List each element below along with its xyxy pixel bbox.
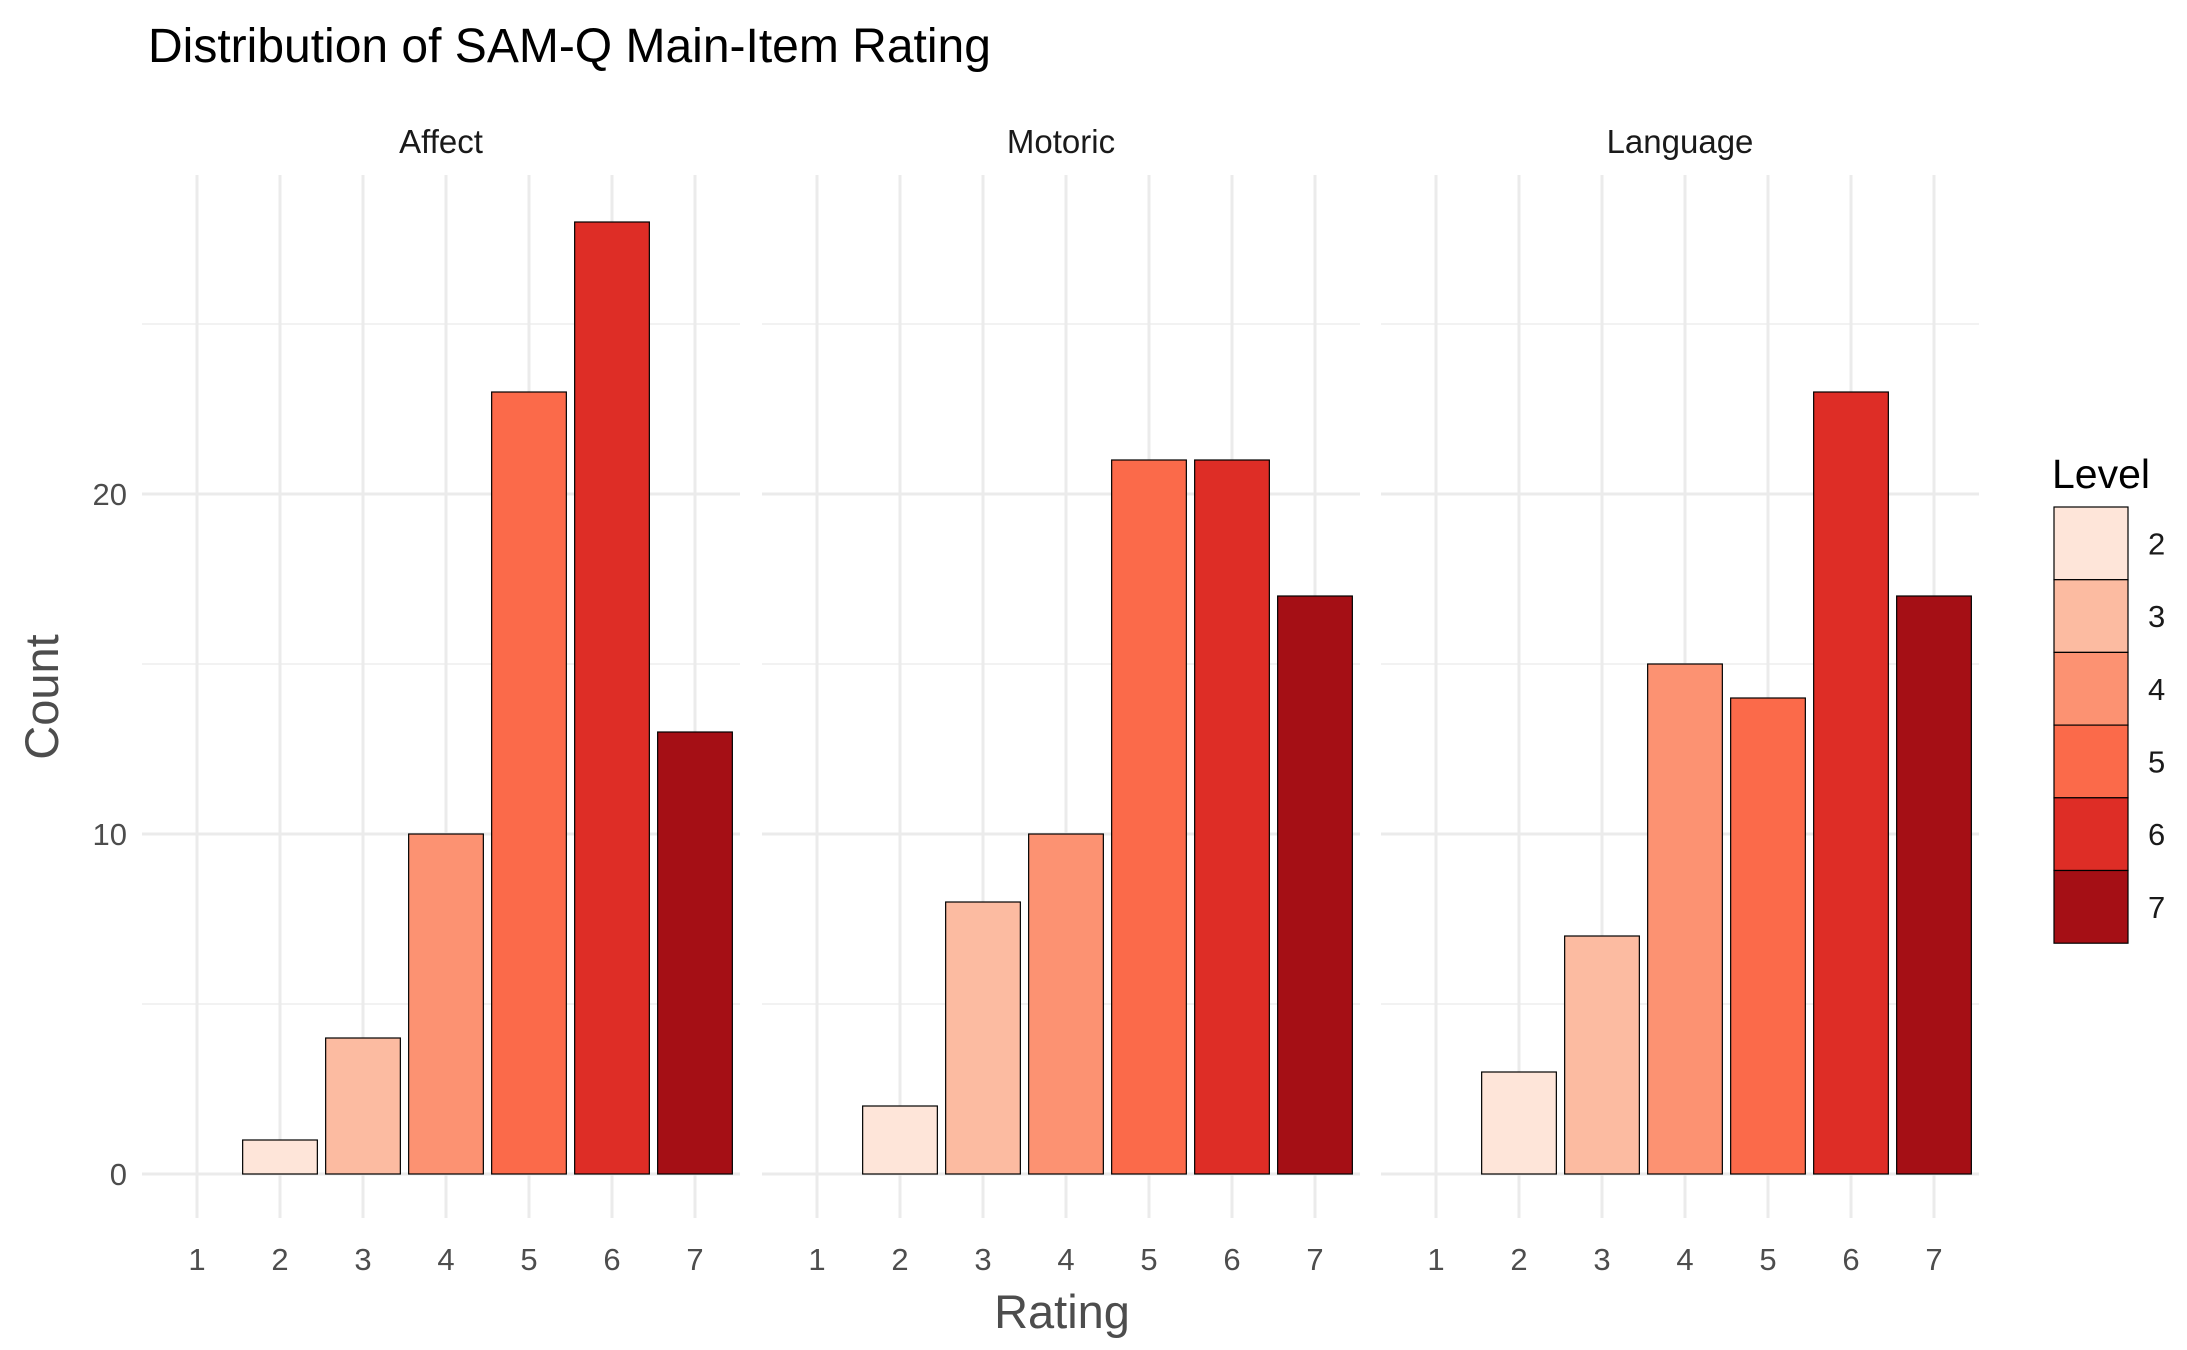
x-tick-label: 7 [1925,1242,1942,1277]
bar-language-rating-4 [1647,663,1723,1175]
bar-motoric-rating-2 [862,1105,938,1175]
legend-label: 7 [2148,890,2165,925]
bar-motoric-rating-4 [1028,833,1104,1175]
chart-title: Distribution of SAM-Q Main-Item Rating [148,20,991,73]
x-tick-label: 6 [1842,1242,1859,1277]
x-tick-label: 3 [354,1242,371,1277]
bar-motoric-rating-5 [1111,459,1187,1175]
legend-key-6 [2053,797,2129,872]
bar-language-rating-6 [1813,391,1889,1175]
bar-affect-rating-4 [408,833,484,1175]
x-tick-label: 1 [188,1242,205,1277]
y-tick-label: 20 [93,477,127,512]
panel-affect: Affect 1 2 3 4 5 6 7 [142,123,740,1277]
legend-key-3 [2053,579,2129,654]
x-tick-label: 5 [520,1242,537,1277]
x-tick-label: 4 [1676,1242,1693,1277]
facet-label: Affect [399,123,483,160]
legend-title: Level [2052,451,2150,497]
x-tick-label: 2 [1510,1242,1527,1277]
legend-label: 5 [2148,744,2165,779]
bar-affect-rating-5 [491,391,567,1175]
x-tick-label: 6 [1223,1242,1240,1277]
x-tick-label: 6 [603,1242,620,1277]
x-tick-label: 4 [437,1242,454,1277]
facet-label: Language [1607,123,1754,160]
bar-language-rating-5 [1730,697,1806,1175]
bar-language-rating-2 [1481,1071,1557,1175]
x-tick-label: 3 [974,1242,991,1277]
facet-panels: Affect 1 2 3 4 5 6 7 Motoric 1 2 3 4 5 6 7 Language 1 2 3 4 5… [93,123,1979,1277]
legend-key-7 [2053,869,2129,944]
x-tick-label: 2 [891,1242,908,1277]
y-tick-label: 10 [93,817,127,852]
x-tick-label: 2 [271,1242,288,1277]
x-tick-label: 4 [1057,1242,1074,1277]
x-tick-label: 7 [686,1242,703,1277]
bar-affect-rating-3 [325,1037,401,1175]
bar-language-rating-7 [1896,595,1972,1175]
legend-key-5 [2053,724,2129,799]
legend-label: 2 [2148,526,2165,561]
x-tick-label: 3 [1593,1242,1610,1277]
bar-language-rating-3 [1564,935,1640,1175]
bar-affect-rating-6 [574,221,650,1175]
legend-key-2 [2053,506,2129,581]
facet-label: Motoric [1007,123,1115,160]
legend-label: 3 [2148,599,2165,634]
y-axis-title: Count [15,634,68,759]
x-tick-label: 7 [1306,1242,1323,1277]
bar-motoric-rating-3 [945,901,1021,1175]
x-axis-title: Rating [994,1285,1130,1338]
y-tick-label: 0 [110,1157,127,1192]
bar-motoric-rating-6 [1194,459,1270,1175]
legend-key-4 [2053,651,2129,726]
x-tick-label: 1 [808,1242,825,1277]
legend: Level 2 3 4 5 6 7 [2052,451,2165,944]
bar-affect-rating-7 [657,731,733,1175]
panel-language: Language 1 2 3 4 5 6 7 [1381,123,1979,1277]
bar-affect-rating-2 [242,1139,318,1175]
panel-motoric: Motoric 1 2 3 4 5 6 7 [762,123,1360,1277]
bar-motoric-rating-7 [1277,595,1353,1175]
legend-label: 6 [2148,817,2165,852]
x-tick-label: 5 [1140,1242,1157,1277]
x-tick-label: 5 [1759,1242,1776,1277]
legend-label: 4 [2148,672,2165,707]
x-tick-label: 1 [1427,1242,1444,1277]
